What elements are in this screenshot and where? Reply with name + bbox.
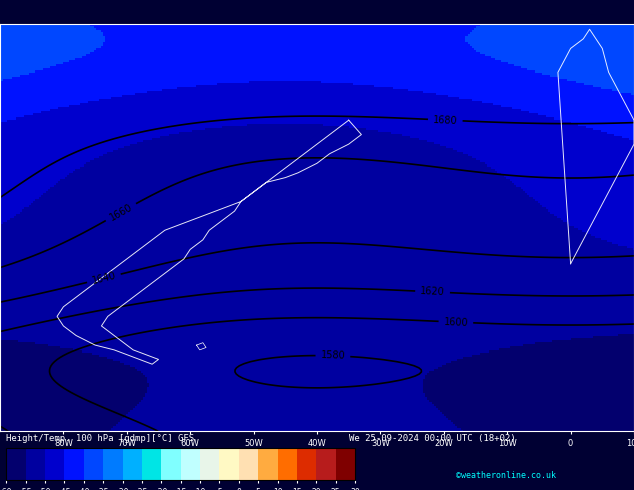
Text: 1600: 1600 xyxy=(443,317,469,328)
Text: 1660: 1660 xyxy=(108,202,134,222)
Text: 1680: 1680 xyxy=(433,115,458,125)
Text: 1640: 1640 xyxy=(91,270,117,286)
Text: 1620: 1620 xyxy=(420,286,445,297)
Text: 1580: 1580 xyxy=(320,350,346,361)
Text: ©weatheronline.co.uk: ©weatheronline.co.uk xyxy=(456,471,557,480)
Text: Height/Temp. 100 hPa [gdmp][°C] GFS: Height/Temp. 100 hPa [gdmp][°C] GFS xyxy=(6,435,195,443)
Text: We 25-09-2024 00:00 UTC (18+02): We 25-09-2024 00:00 UTC (18+02) xyxy=(349,435,515,443)
